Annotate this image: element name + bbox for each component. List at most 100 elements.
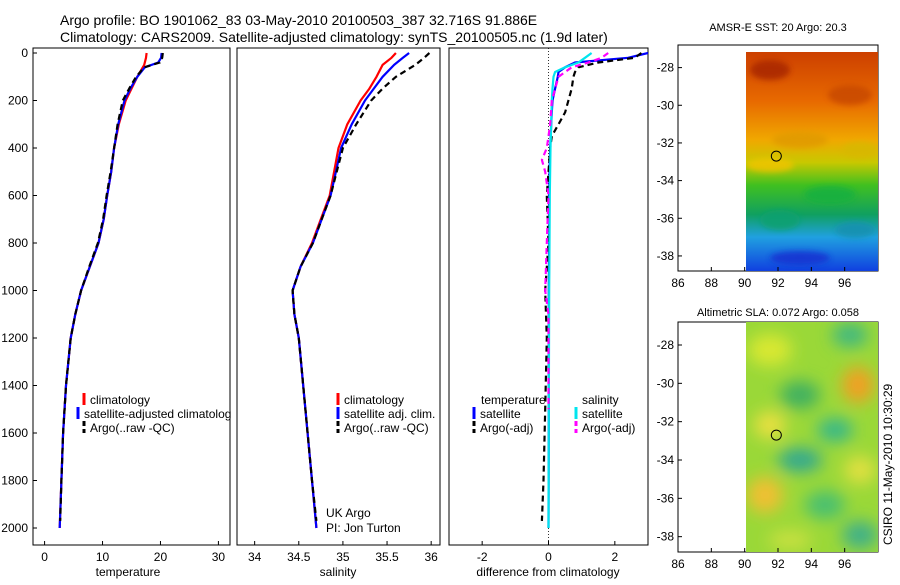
legend-label-satellite-adjusted: satellite-adjusted climatolog bbox=[84, 407, 231, 421]
map-x-tick-label: 88 bbox=[705, 276, 719, 290]
x-tick-label: 0 bbox=[545, 550, 552, 564]
depth-tick-label: 800 bbox=[8, 236, 28, 250]
difference-xlabel: difference from climatology bbox=[476, 565, 619, 579]
depth-tick-label: 600 bbox=[8, 189, 28, 203]
map-y-tick-label: -38 bbox=[657, 530, 675, 544]
map-y-tick-label: -28 bbox=[657, 61, 675, 75]
series-line-argo-raw-qc- bbox=[59, 52, 164, 521]
map-y-tick-label: -34 bbox=[657, 453, 675, 467]
series-line-salinity-argo-adj- bbox=[540, 52, 609, 410]
sla-patch bbox=[842, 367, 874, 403]
x-tick-label: 2 bbox=[611, 550, 618, 564]
sla-heatmap bbox=[746, 322, 878, 552]
series-line-satellite-adjusted-climatology bbox=[58, 52, 163, 529]
legend-label-temp-argo: Argo(-adj) bbox=[480, 421, 533, 435]
sst-patch bbox=[828, 85, 872, 105]
salinity-xlabel: salinity bbox=[320, 565, 357, 579]
legend-label-argo: Argo(..raw -QC) bbox=[344, 421, 429, 435]
sst-patch bbox=[842, 142, 878, 158]
sst-texture bbox=[746, 60, 878, 265]
x-tick-label: 34.5 bbox=[287, 550, 311, 564]
depth-tick-label: 1600 bbox=[1, 426, 28, 440]
sla-x-axis: 86 88 90 92 94 96 bbox=[671, 548, 852, 571]
depth-tick-label: 400 bbox=[8, 141, 28, 155]
map-x-tick-label: 96 bbox=[838, 557, 852, 571]
sst-patch bbox=[804, 186, 856, 204]
sst-map-title: AMSR-E SST: 20 Argo: 20.3 bbox=[709, 22, 847, 34]
series-line-satellite-adj-clim- bbox=[291, 52, 410, 529]
map-y-tick-label: -34 bbox=[657, 174, 675, 188]
map-y-tick-label: -30 bbox=[657, 98, 675, 112]
series-line-salinity-satellite bbox=[547, 52, 593, 529]
x-tick-label: 34 bbox=[248, 550, 262, 564]
argo-location-marker bbox=[770, 150, 782, 162]
depth-tick-label: 2000 bbox=[1, 521, 28, 535]
salinity-x-axis: 34 34.5 35 35.5 36 bbox=[248, 541, 438, 564]
sla-y-axis: -28 -30 -32 -34 -36 -38 bbox=[657, 338, 682, 544]
legend-label-climatology: climatology bbox=[344, 393, 404, 407]
series-line-argo-raw-qc- bbox=[291, 52, 431, 522]
depth-tick-label: 200 bbox=[8, 94, 28, 108]
sla-patch bbox=[842, 521, 878, 549]
x-tick-label: 0 bbox=[41, 550, 48, 564]
difference-series bbox=[540, 51, 649, 529]
sst-patch bbox=[760, 210, 800, 230]
depth-axis: 0 200 400 600 800 1000 1200 1400 1600 1800 2000 bbox=[1, 46, 37, 535]
map-x-tick-label: 86 bbox=[671, 557, 685, 571]
legend-label-sal-argo: Argo(-adj) bbox=[582, 421, 635, 435]
x-tick-label: 35 bbox=[336, 550, 350, 564]
sla-patch bbox=[780, 381, 820, 409]
series-line-climatology bbox=[58, 52, 148, 529]
map-x-tick-label: 94 bbox=[805, 557, 819, 571]
temperature-legend: climatology satellite-adjusted climatolo… bbox=[76, 393, 231, 435]
map-y-tick-label: -38 bbox=[657, 249, 675, 263]
map-x-tick-label: 92 bbox=[771, 557, 785, 571]
x-tick-label: 36 bbox=[424, 550, 438, 564]
depth-tick-label: 1000 bbox=[1, 284, 28, 298]
title-line-2: Climatology: CARS2009. Satellite-adjuste… bbox=[60, 29, 608, 45]
depth-tick-label: 1200 bbox=[1, 331, 28, 345]
salinity-series bbox=[291, 52, 431, 529]
salinity-panel bbox=[236, 47, 441, 546]
sla-patch bbox=[768, 530, 812, 550]
temperature-x-axis: 0 10 20 30 bbox=[41, 541, 225, 564]
sla-patch bbox=[778, 448, 822, 472]
map-y-tick-label: -32 bbox=[657, 136, 675, 150]
annotation-uk-argo: UK Argo bbox=[326, 506, 371, 520]
sst-heatmap bbox=[746, 52, 878, 271]
sst-patch bbox=[770, 251, 830, 265]
sla-texture bbox=[747, 323, 878, 550]
sla-patch bbox=[844, 456, 876, 484]
sla-map-title: Altimetric SLA: 0.072 Argo: 0.058 bbox=[697, 307, 859, 319]
map-y-tick-label: -30 bbox=[657, 376, 675, 390]
map-x-tick-label: 92 bbox=[771, 276, 785, 290]
x-tick-label: 20 bbox=[154, 550, 168, 564]
series-line-temperature-argo-adj- bbox=[540, 52, 643, 521]
sla-patch bbox=[754, 411, 786, 439]
sla-patch bbox=[748, 334, 792, 366]
x-tick-label: -2 bbox=[477, 550, 488, 564]
temperature-series bbox=[58, 52, 164, 529]
map-y-tick-label: -36 bbox=[657, 211, 675, 225]
legend-label-temp-satellite: satellite bbox=[480, 407, 521, 421]
sst-patch bbox=[835, 222, 875, 238]
x-tick-label: 10 bbox=[96, 550, 110, 564]
map-y-tick-label: -36 bbox=[657, 491, 675, 505]
series-line-temperature-satellite bbox=[547, 51, 649, 529]
annotation-pi: PI: Jon Turton bbox=[326, 521, 401, 535]
x-tick-label: 35.5 bbox=[375, 550, 399, 564]
map-y-tick-label: -32 bbox=[657, 415, 675, 429]
legend-label-climatology: climatology bbox=[90, 393, 150, 407]
sst-x-axis: 86 88 90 92 94 96 bbox=[671, 267, 852, 290]
sla-patch bbox=[817, 418, 853, 442]
sla-patch bbox=[747, 477, 783, 513]
legend-header-salinity: salinity bbox=[582, 393, 619, 407]
x-tick-label: 30 bbox=[212, 550, 226, 564]
map-y-tick-label: -28 bbox=[657, 338, 675, 352]
sla-patch bbox=[805, 491, 845, 519]
map-x-tick-label: 94 bbox=[805, 276, 819, 290]
map-x-tick-label: 90 bbox=[738, 276, 752, 290]
sst-patch bbox=[746, 158, 794, 172]
argo-location-marker bbox=[770, 429, 782, 441]
